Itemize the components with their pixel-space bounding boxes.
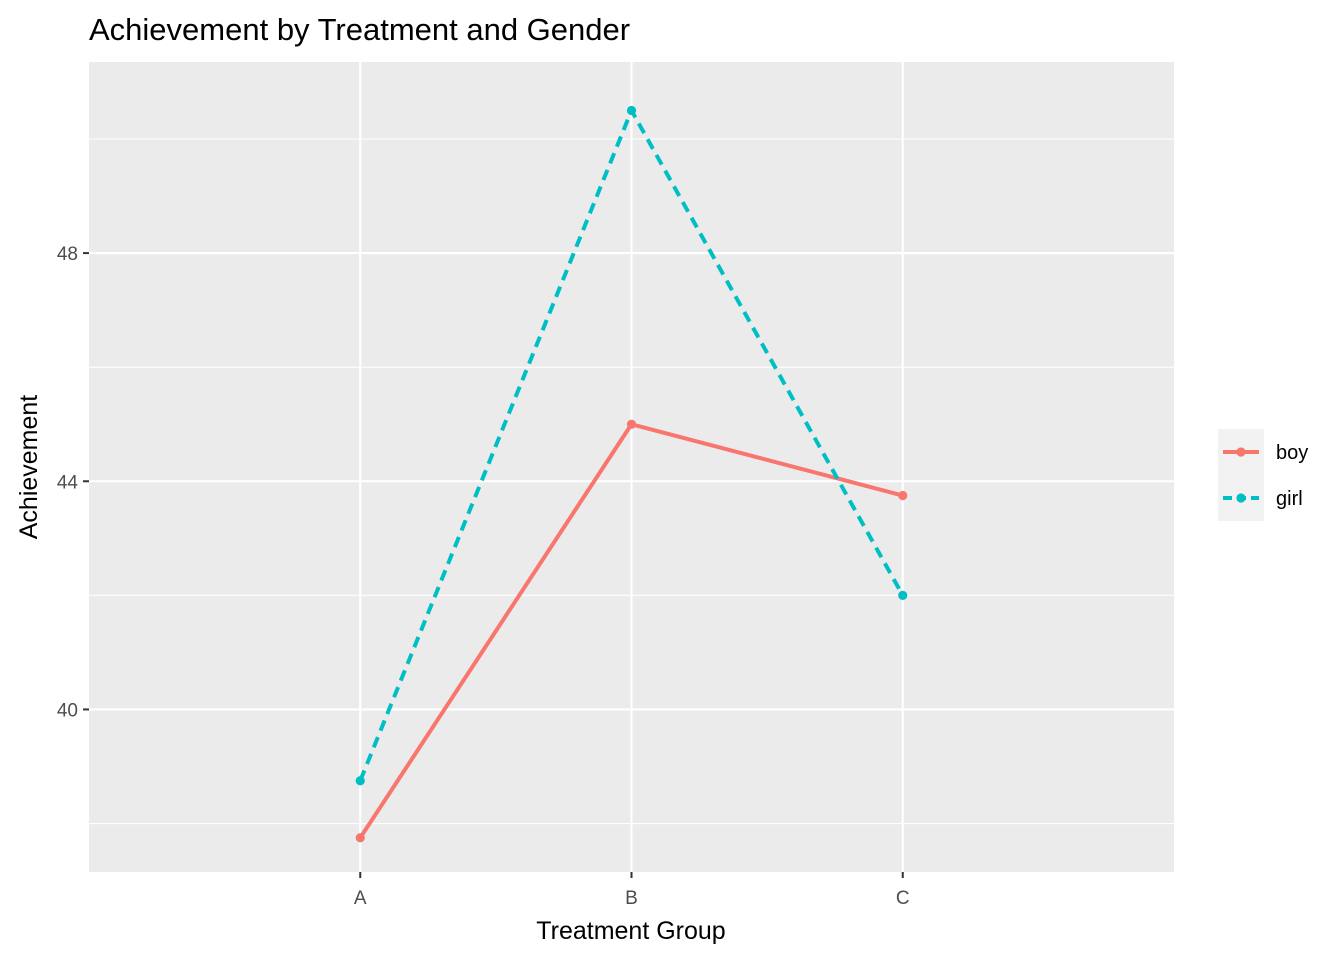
data-point-boy xyxy=(626,419,637,429)
legend-key-point-girl xyxy=(1236,493,1246,503)
data-point-boy xyxy=(898,490,908,501)
series-layer xyxy=(355,105,908,843)
x-axis: A B C xyxy=(354,872,910,909)
data-point-boy xyxy=(355,833,365,843)
y-tick-label: 48 xyxy=(57,244,78,265)
y-tick-label: 40 xyxy=(57,700,78,721)
chart-title: Achievement by Treatment and Gender xyxy=(89,12,630,47)
x-tick-label: A xyxy=(354,888,367,909)
x-axis-title: Treatment Group xyxy=(536,917,725,945)
legend-label-boy: boy xyxy=(1276,442,1308,464)
legend: boy girl xyxy=(1218,429,1308,521)
y-tick-label: 44 xyxy=(57,472,79,493)
legend-key-point-boy xyxy=(1236,447,1246,457)
y-axis: 40 44 48 xyxy=(57,244,89,721)
data-point-girl xyxy=(898,590,908,600)
data-point-girl xyxy=(626,105,637,116)
x-tick-label: B xyxy=(625,888,638,909)
x-tick-label: C xyxy=(896,888,910,909)
legend-label-girl: girl xyxy=(1276,488,1303,510)
data-point-girl xyxy=(355,776,365,786)
y-axis-title: Achievement xyxy=(15,395,43,540)
grid-major xyxy=(89,62,1174,872)
